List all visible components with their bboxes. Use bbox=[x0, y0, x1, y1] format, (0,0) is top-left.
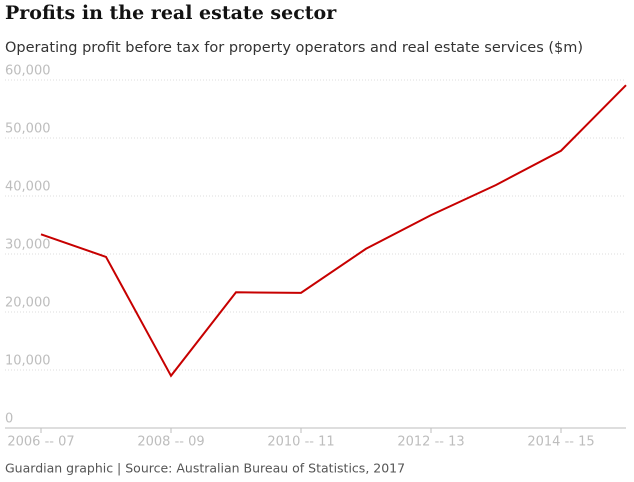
x-tick-label: 2014 -- 15 bbox=[527, 435, 594, 450]
y-tick-label: 0 bbox=[5, 412, 13, 427]
y-tick-label: 40,000 bbox=[5, 180, 51, 195]
x-tick-label: 2006 -- 07 bbox=[7, 435, 74, 450]
y-tick-label: 10,000 bbox=[5, 354, 51, 369]
y-tick-label: 60,000 bbox=[5, 64, 51, 79]
y-tick-label: 30,000 bbox=[5, 238, 51, 253]
chart-title: Profits in the real estate sector bbox=[5, 2, 337, 24]
y-tick-label: 20,000 bbox=[5, 296, 51, 311]
y-tick-label: 50,000 bbox=[5, 122, 51, 137]
source: Guardian graphic | Source: Australian Bu… bbox=[5, 461, 405, 476]
line bbox=[40, 84, 627, 378]
x-tick-label: 2012 -- 13 bbox=[397, 435, 464, 450]
chart-subtitle: Operating profit before tax for property… bbox=[5, 40, 583, 56]
x-tick-label: 2008 -- 09 bbox=[137, 435, 204, 450]
x-tick-label: 2010 -- 11 bbox=[267, 435, 334, 450]
